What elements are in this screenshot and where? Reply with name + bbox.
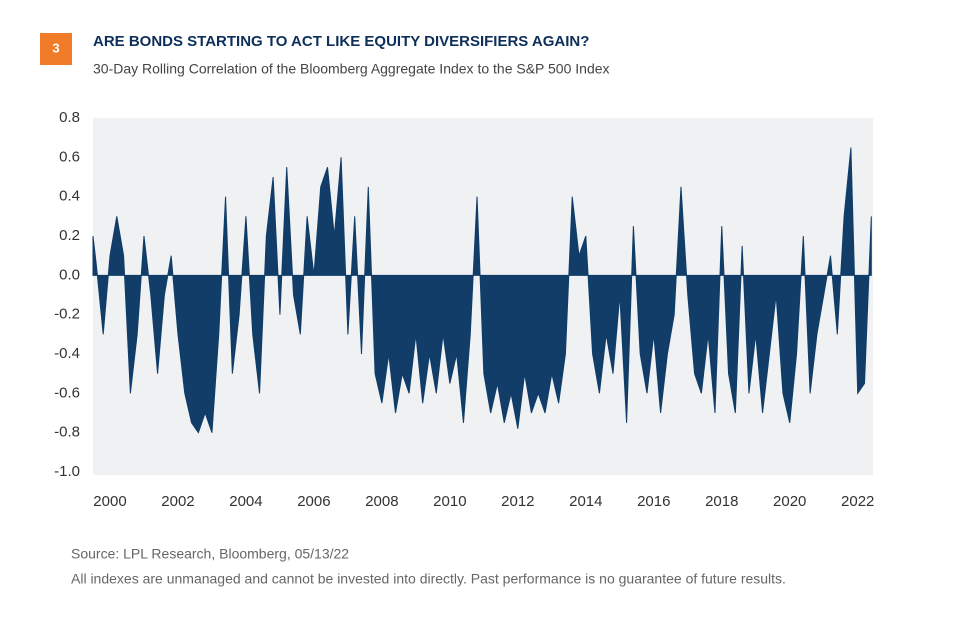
y-tick-label: -1.0 — [54, 463, 80, 480]
y-tick-label: 0.4 — [59, 188, 80, 205]
badge: 3 — [52, 40, 59, 55]
y-tick-label: 0.2 — [59, 227, 80, 244]
note: All indexes are unmanaged and cannot be … — [71, 571, 786, 587]
y-tick-label: 0.0 — [59, 266, 80, 283]
source: Source: LPL Research, Bloomberg, 05/13/2… — [71, 546, 349, 562]
x-tick-label: 2022 — [841, 493, 874, 510]
chart-title: ARE BONDS STARTING TO ACT LIKE EQUITY DI… — [93, 33, 589, 50]
x-tick-label: 2006 — [297, 493, 330, 510]
y-tick-label: -0.8 — [54, 424, 80, 441]
x-tick-label: 2002 — [161, 493, 194, 510]
y-tick-label: 0.8 — [59, 109, 80, 126]
y-tick-label: -0.6 — [54, 384, 80, 401]
x-tick-label: 2020 — [773, 493, 806, 510]
x-tick-label: 2018 — [705, 493, 738, 510]
y-tick-label: -0.4 — [54, 345, 80, 362]
chart-subtitle: 30-Day Rolling Correlation of the Bloomb… — [93, 61, 610, 77]
x-tick-label: 2008 — [365, 493, 398, 510]
y-tick-label: 0.6 — [59, 148, 80, 165]
x-tick-label: 2014 — [569, 493, 602, 510]
area — [92, 147, 872, 434]
x-tick-label: 2010 — [433, 493, 466, 510]
x-tick-label: 2000 — [93, 493, 126, 510]
y-tick-label: -0.2 — [54, 306, 80, 323]
badge-box — [40, 33, 72, 65]
x-tick-label: 2016 — [637, 493, 670, 510]
x-tick-label: 2012 — [501, 493, 534, 510]
x-tick-label: 2004 — [229, 493, 262, 510]
